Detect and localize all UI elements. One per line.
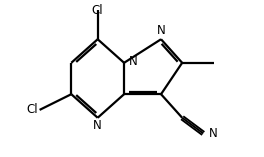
Text: N: N — [129, 55, 138, 68]
Text: N: N — [93, 119, 102, 132]
Text: Cl: Cl — [27, 103, 38, 116]
Text: N: N — [209, 127, 218, 140]
Text: N: N — [157, 24, 166, 37]
Text: Cl: Cl — [92, 4, 103, 17]
